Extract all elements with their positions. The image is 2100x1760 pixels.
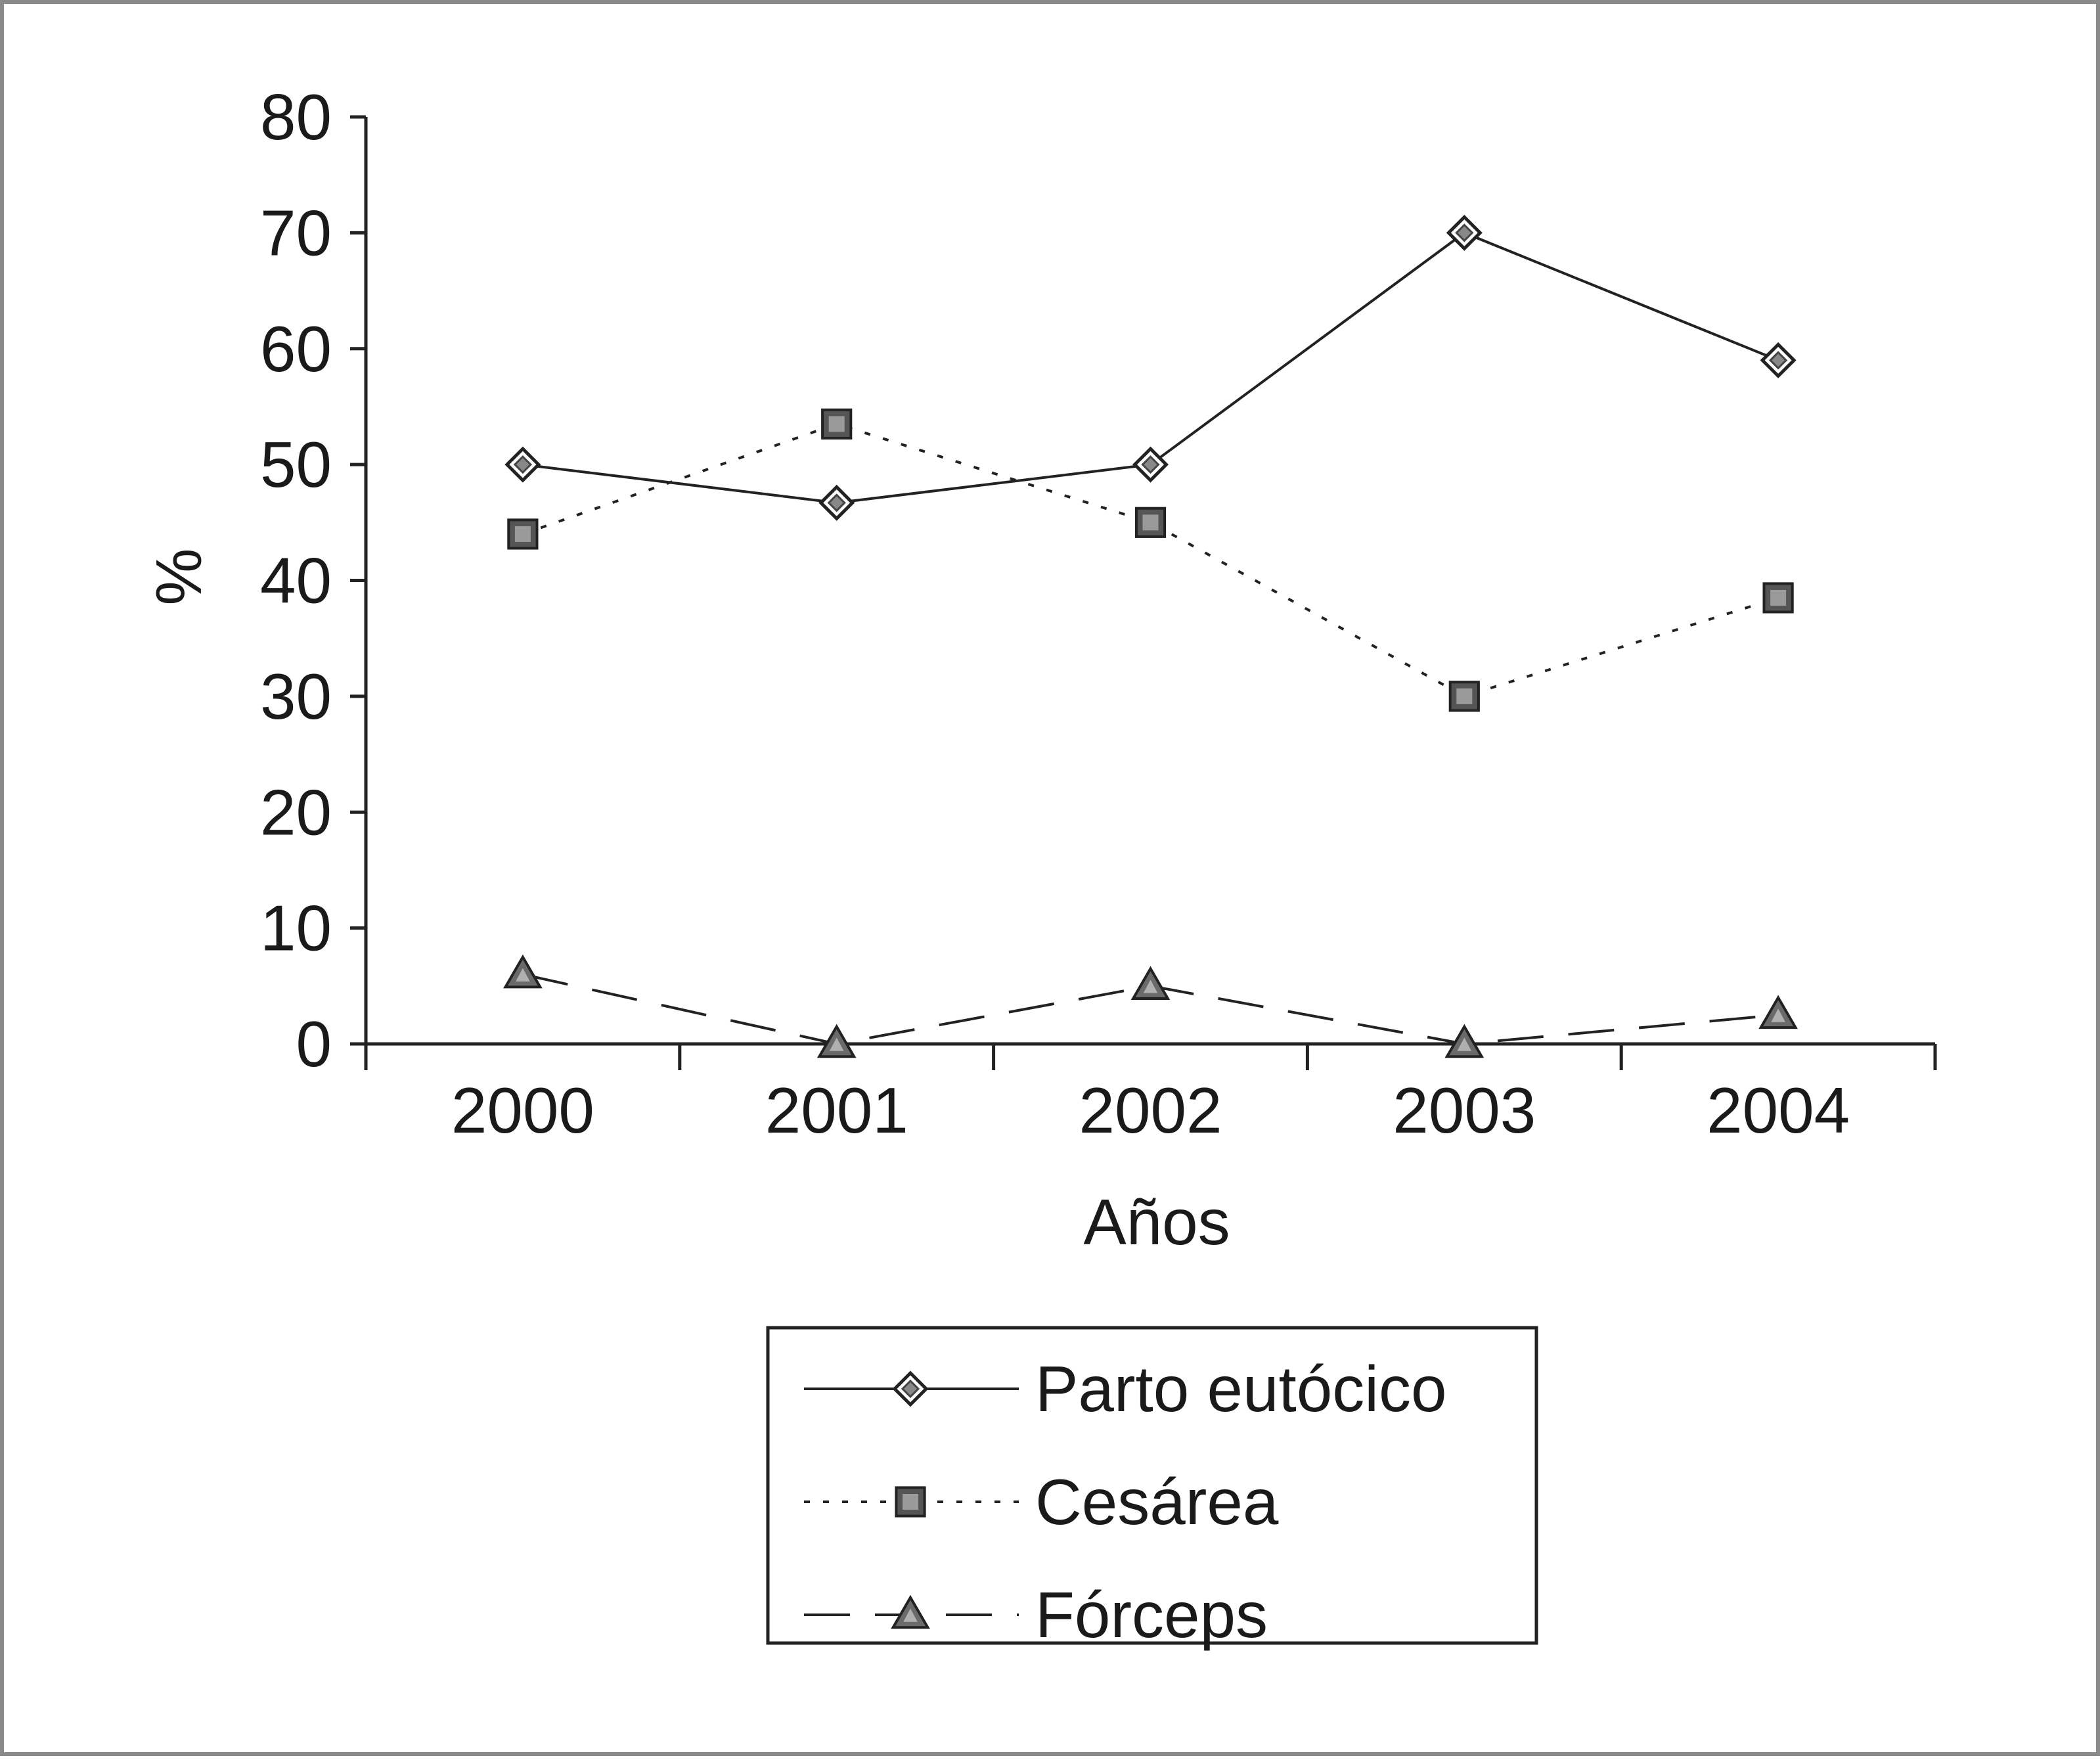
axes: 0 10 20 30 40 50 60 70 80 2000 2001 2002 2003 2004	[260, 81, 1937, 1146]
series-diamond	[504, 214, 1797, 521]
data-point	[818, 484, 855, 521]
legend-label: Fórceps	[1035, 1579, 1268, 1651]
data-point-inner	[1141, 455, 1160, 474]
data-point	[1758, 995, 1798, 1029]
y-tick-label: 60	[260, 313, 332, 385]
y-tick-label: 30	[260, 660, 332, 733]
data-point-inner	[1142, 514, 1159, 531]
data-point-inner	[1770, 589, 1787, 606]
data-point	[821, 408, 853, 440]
x-tick-label: 2003	[1393, 1074, 1536, 1146]
data-point	[507, 518, 539, 550]
data-point	[1762, 582, 1794, 614]
data-point	[1132, 446, 1169, 483]
legend-marker	[891, 1594, 930, 1629]
data-point	[816, 1024, 857, 1058]
data-point	[1134, 507, 1167, 538]
y-axis-title: %	[143, 548, 215, 605]
y-tick-label: 80	[260, 81, 332, 153]
x-tick-label: 2004	[1707, 1074, 1850, 1146]
legend-label: Cesárea	[1035, 1466, 1279, 1538]
legend-entry: Fórceps	[804, 1579, 1268, 1651]
legend-box	[766, 1326, 1538, 1645]
series-triangle	[503, 954, 1798, 1058]
y-tick-label: 0	[296, 1008, 332, 1080]
data-point-inner	[513, 455, 533, 474]
y-tick-label: 10	[260, 892, 332, 964]
x-tick-label: 2000	[451, 1074, 594, 1146]
data-point	[503, 954, 543, 989]
legend-marker-inner	[901, 1379, 920, 1399]
y-tick-label: 40	[260, 545, 332, 617]
x-tick-label: 2001	[765, 1074, 908, 1146]
x-axis-title: Años	[1083, 1186, 1230, 1258]
legend-marker-inner	[903, 1608, 918, 1622]
line-chart: 0 10 20 30 40 50 60 70 80 2000 2001 2002 2003 2004 Añ…	[143, 81, 1937, 1651]
y-tick-label: 70	[260, 196, 332, 269]
data-point	[1760, 342, 1797, 378]
data-point-inner	[1143, 980, 1158, 993]
data-point	[1444, 1024, 1485, 1058]
data-point-inner	[827, 493, 846, 512]
data-point-inner	[1455, 223, 1474, 242]
legend-marker	[895, 1486, 926, 1518]
data-point	[504, 446, 541, 483]
legend-marker-inner	[903, 1494, 918, 1510]
data-point-inner	[1456, 688, 1473, 704]
data-point-inner	[1457, 1037, 1472, 1051]
data-point-inner	[1768, 351, 1788, 370]
series-square	[507, 408, 1794, 712]
y-tick-label: 20	[260, 776, 332, 848]
data-point-inner	[829, 1037, 844, 1051]
legend-entry: Cesárea	[804, 1466, 1279, 1538]
data-point	[1448, 681, 1480, 712]
y-tick-label: 50	[260, 428, 332, 501]
legend-label: Parto eutócico	[1035, 1353, 1446, 1425]
data-point	[1130, 966, 1171, 1001]
legend: Parto eutócico Cesárea Fórceps	[766, 1326, 1538, 1651]
data-point-inner	[516, 968, 530, 982]
data-point-inner	[828, 416, 845, 432]
legend-marker	[892, 1370, 929, 1407]
series-layer	[503, 214, 1798, 1058]
data-point-inner	[514, 526, 531, 542]
legend-entry: Parto eutócico	[804, 1353, 1446, 1425]
x-tick-label: 2002	[1079, 1074, 1222, 1146]
data-point-inner	[1771, 1008, 1785, 1022]
data-point	[1446, 214, 1483, 251]
